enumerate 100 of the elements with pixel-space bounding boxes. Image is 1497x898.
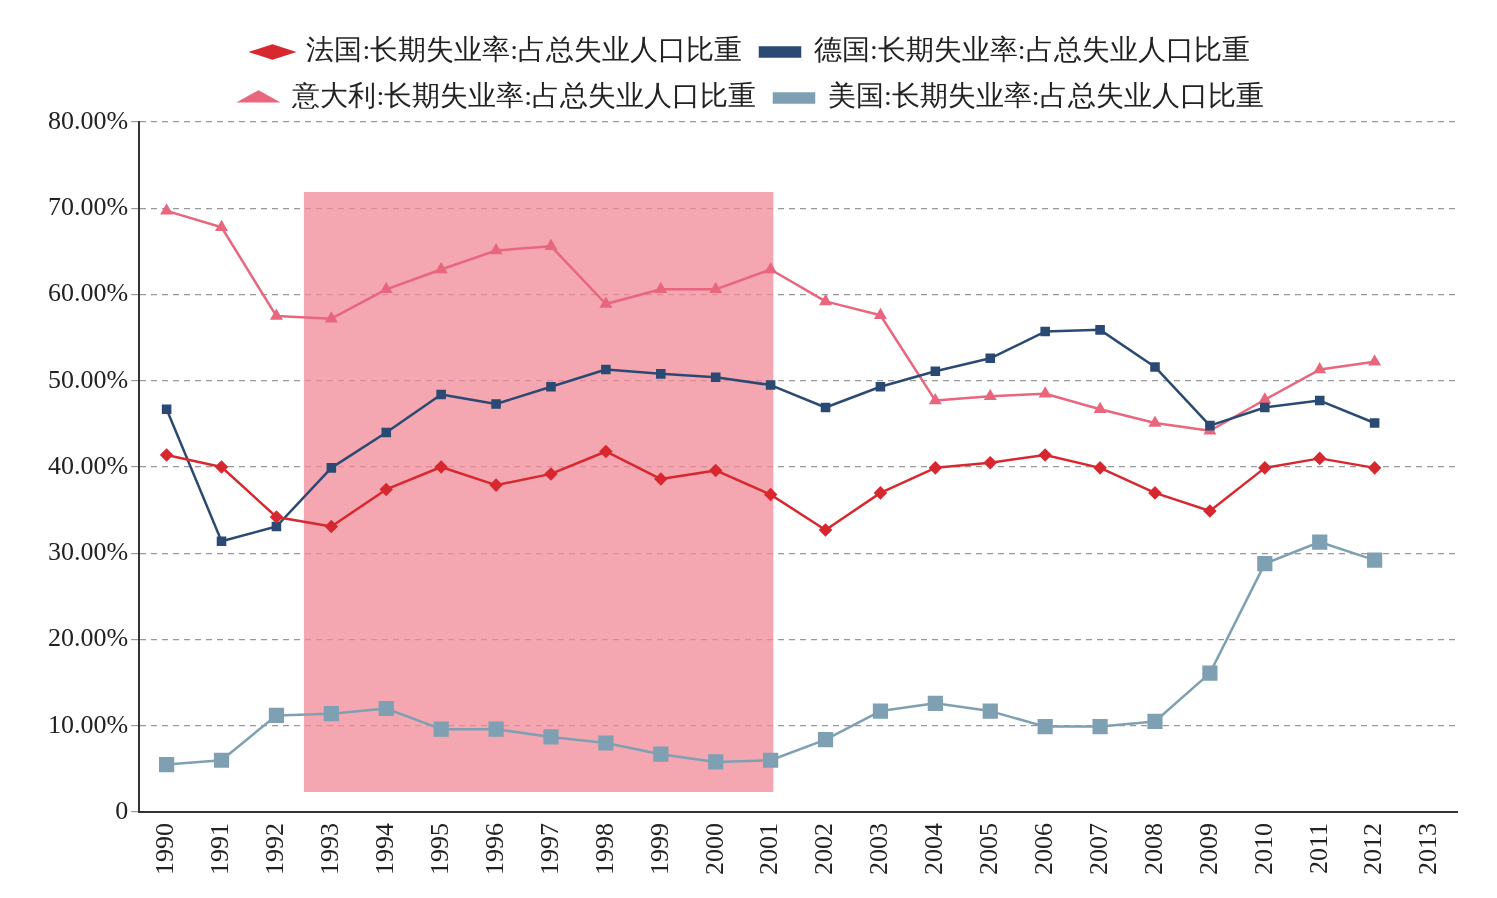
point [653, 746, 669, 762]
x-tick-label: 2013 [1413, 823, 1443, 875]
point [765, 263, 777, 274]
point [1039, 387, 1051, 398]
point [271, 521, 282, 532]
point [380, 283, 392, 294]
point [1314, 395, 1325, 406]
point [215, 220, 228, 231]
point [656, 369, 666, 379]
point [1369, 418, 1380, 428]
point [545, 239, 557, 250]
x-tick-label: 1999 [644, 823, 674, 875]
point [161, 204, 173, 215]
x-tick-label: 2004 [919, 823, 949, 875]
y-tick-label: 50.00% [47, 364, 129, 394]
x-tick-label: 1997 [534, 823, 564, 875]
point [213, 752, 230, 768]
point [270, 510, 283, 524]
point [708, 754, 724, 770]
point [598, 735, 614, 751]
point [1202, 665, 1218, 681]
point [929, 394, 941, 405]
x-tick-label: 2000 [699, 823, 729, 875]
point [710, 283, 722, 294]
point [1312, 534, 1328, 550]
point [544, 467, 558, 481]
y-tick-label: 40.00% [47, 450, 129, 480]
point [323, 706, 339, 722]
point [927, 695, 943, 711]
legend-label: 意大利:长期失业率:占总失业人口比重 [291, 80, 756, 112]
point [1149, 416, 1161, 427]
point [436, 389, 446, 400]
x-tick-label: 2011 [1303, 823, 1333, 875]
point [982, 703, 998, 719]
x-tick-label: 2008 [1138, 823, 1168, 875]
point [1040, 326, 1050, 337]
point [1368, 461, 1381, 475]
point [1367, 552, 1383, 568]
point [600, 297, 612, 308]
point [380, 483, 393, 496]
x-tick-label: 2005 [974, 823, 1004, 875]
point [433, 721, 449, 737]
point [488, 721, 504, 737]
point [1314, 363, 1326, 374]
point [159, 756, 175, 773]
point [1258, 461, 1272, 475]
x-tick-label: 2002 [809, 823, 839, 875]
point [268, 707, 285, 724]
point [490, 244, 502, 255]
point [1094, 402, 1106, 413]
point [325, 520, 338, 533]
point [764, 488, 777, 501]
x-tick-label: 1998 [589, 823, 619, 875]
legend-label: 德国:长期失业率:占总失业人口比重 [814, 34, 1250, 66]
point [929, 461, 942, 475]
point [1259, 393, 1271, 404]
point [1369, 355, 1381, 366]
point [489, 478, 503, 492]
point [325, 312, 337, 323]
point [215, 460, 228, 474]
point [819, 523, 832, 537]
point [543, 729, 559, 745]
point [160, 448, 173, 462]
legend-label: 美国:长期失业率:占总失业人口比重 [828, 80, 1264, 112]
y-tick-label: 80.00% [47, 105, 129, 135]
point [546, 382, 556, 392]
point [1150, 362, 1160, 372]
point [985, 353, 996, 364]
point [491, 399, 501, 409]
point [216, 536, 227, 546]
point [1203, 504, 1217, 518]
y-tick-label: 10.00% [47, 709, 129, 739]
legend-label: 法国:长期失业率:占总失业人口比重 [306, 34, 742, 66]
x-tick-label: 2003 [864, 823, 894, 875]
point [434, 460, 448, 474]
y-tick-label: 60.00% [47, 278, 129, 308]
x-tick-label: 1991 [205, 823, 235, 875]
point [1257, 555, 1273, 572]
x-tick-label: 2006 [1029, 823, 1058, 875]
x-tick-label: 1994 [370, 823, 400, 875]
point [874, 486, 887, 500]
point [930, 366, 941, 377]
point [1092, 719, 1108, 735]
point [710, 372, 721, 383]
point [1260, 402, 1270, 413]
y-tick-label: 70.00% [47, 192, 129, 222]
point [654, 472, 668, 486]
point [875, 382, 886, 392]
point [599, 445, 613, 458]
point [819, 295, 832, 306]
x-tick-label: 1995 [424, 823, 454, 875]
point [1205, 420, 1215, 431]
x-tick-label: 1992 [260, 823, 290, 875]
point [1038, 448, 1052, 462]
x-tick-label: 2010 [1248, 823, 1278, 875]
y-tick-label: 20.00% [47, 623, 129, 653]
point [655, 283, 667, 294]
point [1313, 452, 1326, 465]
point [1148, 486, 1162, 500]
point [326, 463, 337, 473]
